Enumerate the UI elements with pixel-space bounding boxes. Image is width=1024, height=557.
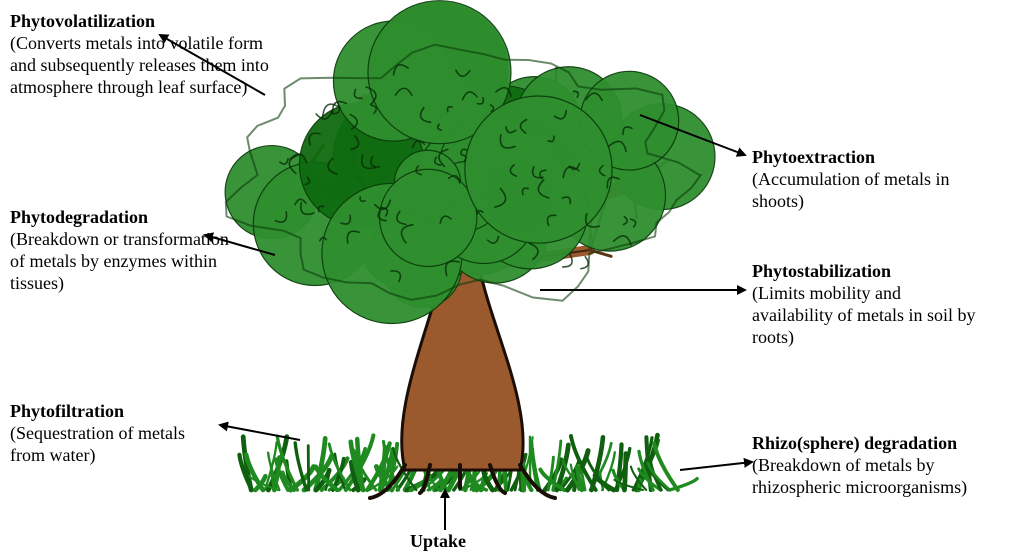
label-title-phytoextraction: Phytoextraction <box>752 146 972 168</box>
arrow-rhizodegradation <box>680 462 752 470</box>
label-rhizodegradation: Rhizo(sphere) degradation(Breakdown of m… <box>752 432 1020 498</box>
label-phytostabilization: Phytostabilization(Limits mobility and a… <box>752 260 982 348</box>
label-uptake: Uptake <box>410 530 530 552</box>
label-title-phytofiltration: Phytofiltration <box>10 400 210 422</box>
arrow-phytofiltration <box>220 425 300 440</box>
label-phytovolatilization: Phytovolatilization(Converts metals into… <box>10 10 270 98</box>
label-desc-phytodegradation: (Breakdown or transformation of metals b… <box>10 228 244 294</box>
label-title-rhizodegradation: Rhizo(sphere) degradation <box>752 432 1020 454</box>
label-desc-rhizodegradation: (Breakdown of metals by rhizospheric mic… <box>752 454 1020 498</box>
label-title-uptake: Uptake <box>410 530 530 552</box>
label-desc-phytostabilization: (Limits mobility and availability of met… <box>752 282 982 348</box>
label-phytodegradation: Phytodegradation(Breakdown or transforma… <box>10 206 244 294</box>
label-desc-phytovolatilization: (Converts metals into volatile form and … <box>10 32 270 98</box>
label-phytofiltration: Phytofiltration(Sequestration of metals … <box>10 400 210 466</box>
label-title-phytostabilization: Phytostabilization <box>752 260 982 282</box>
diagram-stage: Phytovolatilization(Converts metals into… <box>0 0 1024 557</box>
label-title-phytodegradation: Phytodegradation <box>10 206 244 228</box>
label-title-phytovolatilization: Phytovolatilization <box>10 10 270 32</box>
label-phytoextraction: Phytoextraction(Accumulation of metals i… <box>752 146 972 212</box>
label-desc-phytoextraction: (Accumulation of metals in shoots) <box>752 168 972 212</box>
label-desc-phytofiltration: (Sequestration of metals from water) <box>10 422 210 466</box>
